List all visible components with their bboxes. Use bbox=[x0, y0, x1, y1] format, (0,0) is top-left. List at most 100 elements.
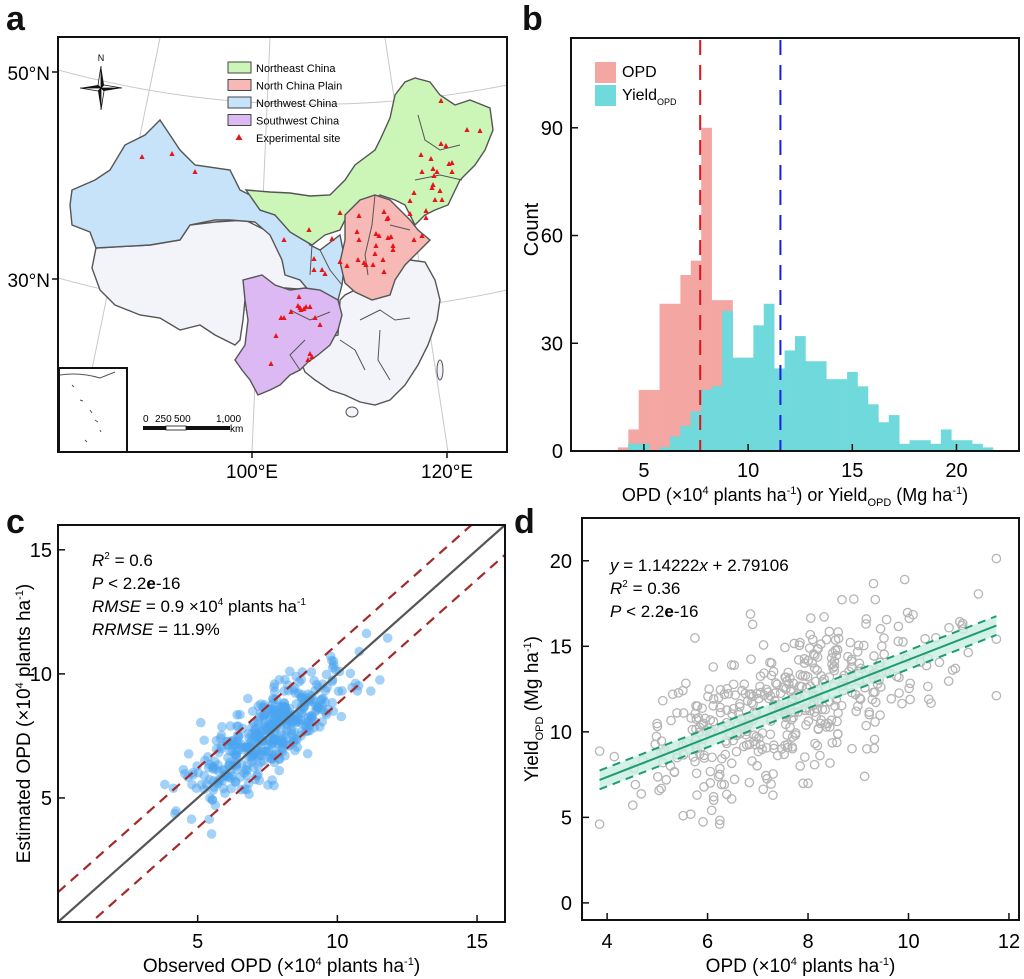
ylabel-sup: -1 bbox=[522, 642, 534, 652]
scatter-point bbox=[690, 633, 700, 643]
scatter-point bbox=[345, 668, 356, 679]
scatter-point bbox=[768, 769, 778, 779]
scatter-point bbox=[263, 780, 273, 790]
scatter-point bbox=[326, 655, 337, 666]
scatter-point bbox=[869, 651, 879, 661]
ylabel-part: plants ha bbox=[14, 599, 35, 682]
scatter-point bbox=[772, 679, 782, 690]
experimental-site-marker bbox=[411, 237, 417, 242]
scatter-point bbox=[706, 805, 717, 816]
ann-italic: R bbox=[92, 551, 104, 570]
scatter-point bbox=[875, 623, 886, 634]
scatter-point bbox=[289, 683, 300, 694]
scatter-point bbox=[692, 790, 702, 800]
scatter-point bbox=[877, 641, 887, 652]
scatter-point bbox=[864, 709, 875, 720]
scatter-point bbox=[963, 647, 974, 658]
ann-text: -16 bbox=[674, 602, 699, 621]
scatter-point bbox=[734, 702, 745, 712]
experimental-site-marker bbox=[356, 213, 362, 218]
scatter-c-frame bbox=[57, 524, 506, 923]
scatter-point bbox=[657, 695, 668, 706]
scatter-point bbox=[793, 655, 804, 665]
scatter-point bbox=[761, 684, 772, 695]
scatter-point bbox=[656, 783, 667, 794]
scatter-point bbox=[691, 768, 702, 779]
scatter-point bbox=[708, 716, 719, 727]
experimental-site-marker bbox=[356, 237, 362, 242]
legend-swatch-0 bbox=[227, 61, 252, 74]
histogram-bar-yield bbox=[836, 379, 848, 451]
legend-label-3: Southwest China bbox=[256, 116, 340, 128]
experimental-site-marker bbox=[297, 305, 303, 310]
xlabel-part: plants ha bbox=[797, 956, 880, 977]
scatter-point bbox=[786, 684, 796, 695]
taiwan-island bbox=[436, 359, 444, 381]
histogram-bar-yield bbox=[763, 303, 775, 451]
experimental-site-marker bbox=[438, 98, 444, 103]
experimental-site-marker bbox=[380, 257, 386, 262]
scatter-point bbox=[868, 578, 879, 589]
scatter-point bbox=[704, 684, 714, 694]
x-tick-label: 10 bbox=[737, 460, 759, 482]
scatter-point bbox=[654, 785, 664, 796]
xlabel-sup: -1 bbox=[404, 956, 414, 968]
ann-italic: x bbox=[698, 556, 708, 575]
scatter-point bbox=[973, 589, 984, 599]
scatter-point bbox=[854, 658, 865, 669]
scatter-point bbox=[765, 729, 776, 740]
experimental-site-marker bbox=[307, 351, 313, 356]
scatter-point bbox=[361, 628, 372, 639]
histogram-bar-yield bbox=[930, 443, 942, 451]
scatter-point bbox=[274, 765, 285, 776]
scatter-point bbox=[770, 678, 781, 688]
site-triangle-icon bbox=[235, 134, 243, 140]
y-tick-label: 90 bbox=[541, 118, 563, 140]
scatter-point bbox=[848, 594, 859, 604]
graticule-50n bbox=[59, 69, 506, 105]
scatter-point bbox=[752, 760, 762, 771]
scatter-point bbox=[703, 691, 713, 702]
scatter-point bbox=[830, 635, 841, 645]
scatter-point bbox=[317, 716, 328, 727]
experimental-site-marker bbox=[329, 236, 335, 241]
scatter-point bbox=[235, 709, 245, 720]
scatter-point bbox=[809, 650, 820, 661]
scatter-point bbox=[805, 613, 816, 623]
scatter-point bbox=[728, 679, 739, 690]
experimental-site-marker bbox=[354, 229, 360, 234]
annotation-rrmse: RRMSE = 11.9% bbox=[92, 620, 220, 639]
ann-italic: RMSE bbox=[92, 597, 142, 616]
ann-italic: P bbox=[92, 574, 104, 593]
scatter-point bbox=[289, 726, 299, 737]
histogram-bar-yield bbox=[940, 429, 952, 451]
scatter-point bbox=[745, 609, 756, 619]
scatter-point bbox=[854, 693, 865, 703]
scatter-point bbox=[716, 753, 727, 764]
scatter-point bbox=[757, 744, 767, 755]
scatter-point bbox=[832, 644, 843, 655]
scatter-point bbox=[744, 777, 755, 788]
scatter-point bbox=[755, 739, 766, 750]
scatter-point bbox=[905, 678, 916, 689]
scatter-point bbox=[714, 819, 725, 830]
y-tick-label: 0 bbox=[552, 441, 563, 463]
experimental-site-marker bbox=[423, 215, 429, 220]
scatter-point bbox=[782, 730, 793, 740]
scatter-point bbox=[991, 553, 1002, 564]
scatter-point bbox=[257, 750, 268, 761]
region-northeast-china bbox=[244, 77, 494, 246]
scale-unit: km bbox=[230, 424, 243, 435]
experimental-site-marker bbox=[381, 269, 387, 274]
scatter-point bbox=[382, 633, 393, 643]
scatter-point bbox=[825, 758, 835, 768]
experimental-site-marker bbox=[312, 315, 318, 320]
scatter-point bbox=[893, 621, 904, 632]
scatter-point bbox=[737, 685, 747, 696]
scatter-point bbox=[859, 640, 869, 651]
experimental-site-marker bbox=[296, 294, 302, 299]
scatter-point bbox=[812, 740, 823, 751]
legend-label-1: North China Plain bbox=[256, 81, 342, 93]
